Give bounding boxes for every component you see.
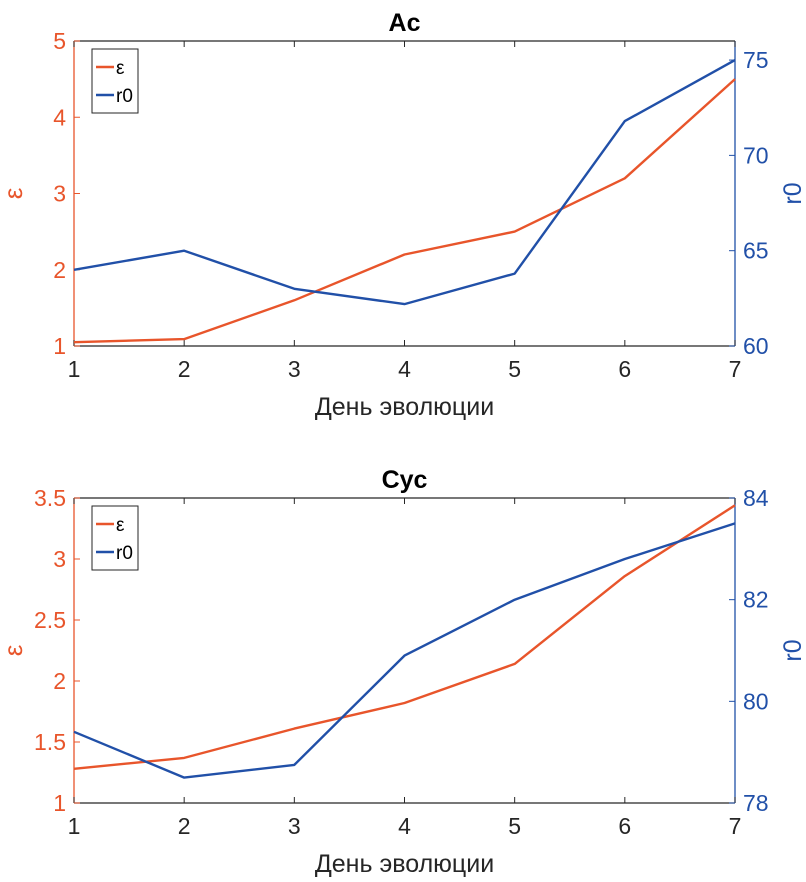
right-y-tick-label: 60	[743, 333, 769, 359]
x-tick-label: 7	[729, 356, 742, 382]
left-y-axis-label: ε	[0, 187, 28, 199]
series-line-r0	[73, 522, 736, 779]
right-y-tick-label: 84	[743, 485, 769, 511]
x-tick-label: 2	[178, 356, 191, 382]
series-line-eps	[73, 78, 736, 344]
chart-2: 1 2 3 4 5 6 7 1 1.5 2 2.5 3 3.5 78 80 82 84 Cyc День эволю…	[0, 466, 806, 878]
x-tick-label: 2	[178, 813, 191, 839]
series-line-r0	[73, 59, 736, 306]
right-y-tick-label: 78	[743, 790, 769, 816]
chart-title: Cyc	[382, 466, 428, 494]
x-tick-label: 1	[68, 356, 81, 382]
chart-title: Ac	[389, 9, 421, 37]
left-y-tick-label: 1.5	[34, 729, 66, 755]
x-tick-label: 1	[68, 813, 81, 839]
series-line-eps	[73, 504, 736, 770]
left-y-tick-label: 4	[53, 104, 66, 130]
x-axis-label: День эволюции	[315, 850, 494, 878]
left-y-tick-label: 1	[53, 333, 66, 359]
x-tick-label: 4	[398, 356, 411, 382]
x-tick-label: 3	[288, 813, 301, 839]
right-y-tick-label: 82	[743, 587, 769, 613]
x-axis-label: День эволюции	[315, 393, 494, 421]
left-y-tick-label: 3	[53, 546, 66, 572]
x-tick-label: 6	[618, 356, 631, 382]
left-y-tick-label: 1	[53, 790, 66, 816]
legend-label-r0: r0	[116, 543, 133, 564]
legend-label-eps: ε	[116, 515, 125, 536]
right-y-tick-label: 75	[743, 47, 769, 73]
right-y-axis-label: r0	[779, 182, 806, 204]
legend: ε r0	[91, 48, 139, 114]
x-tick-label: 5	[508, 813, 521, 839]
x-tick-label: 7	[729, 813, 742, 839]
legend-box	[91, 505, 139, 571]
x-tick-label: 5	[508, 356, 521, 382]
x-tick-label: 4	[398, 813, 411, 839]
left-y-tick-label: 2.5	[34, 607, 66, 633]
legend-box	[91, 48, 139, 114]
right-y-tick-label: 80	[743, 688, 769, 714]
x-tick-label: 6	[618, 813, 631, 839]
left-y-tick-label: 2	[53, 668, 66, 694]
right-y-tick-label: 70	[743, 142, 769, 168]
left-y-tick-label: 3	[53, 181, 66, 207]
left-y-tick-label: 2	[53, 257, 66, 283]
right-y-tick-label: 65	[743, 238, 769, 264]
left-y-tick-label: 3.5	[34, 485, 66, 511]
legend-label-r0: r0	[116, 86, 133, 107]
legend: ε r0	[91, 505, 139, 571]
left-y-axis-label: ε	[0, 644, 28, 656]
legend-label-eps: ε	[116, 58, 125, 79]
left-y-tick-label: 5	[53, 28, 66, 54]
right-y-axis-label: r0	[779, 639, 806, 661]
x-tick-label: 3	[288, 356, 301, 382]
